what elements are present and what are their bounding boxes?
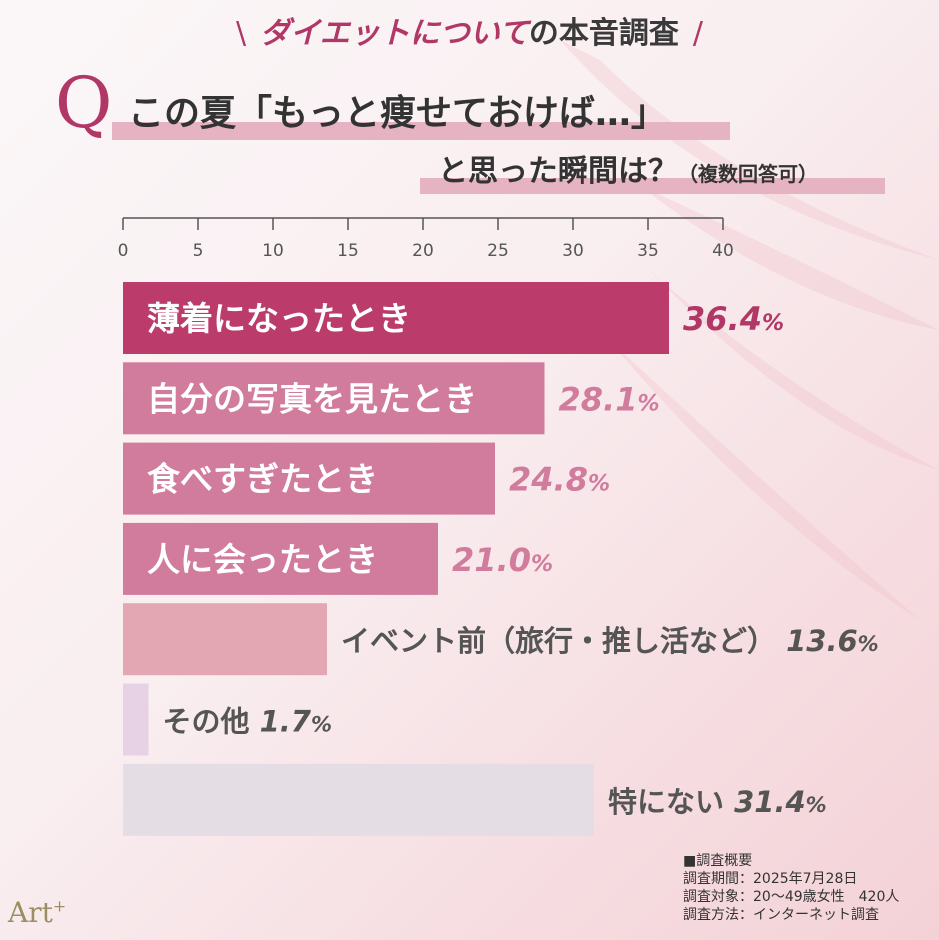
header-title-dark: の本音調査: [528, 16, 679, 51]
bar-label-0: 薄着になったとき: [147, 299, 411, 338]
x-tick-label-15: 15: [337, 241, 359, 261]
bar-value-0: 36.4%: [683, 300, 784, 338]
bar-4: [123, 603, 327, 676]
bar-label-3: 人に会ったとき: [147, 540, 378, 579]
survey-heading: ■調査概要: [683, 853, 753, 869]
question-mark: Q: [55, 62, 113, 144]
bar-label-2: 食べすぎたとき: [147, 460, 378, 499]
bar-chart: 0 5 10 15 20 25 30 35 40 薄着になったとき 36.4% 自分の写真を見たとき 2…: [118, 217, 879, 836]
bar-label-5: その他 1.7%: [163, 705, 333, 739]
bar-value-4: 13.6: [786, 624, 858, 658]
header-slash-left: \: [235, 16, 247, 51]
question-prefix: この夏: [128, 93, 237, 134]
x-tick-label-35: 35: [637, 241, 659, 261]
bar-value-5: 1.7: [260, 705, 312, 739]
question-note: （複数回答可）: [678, 162, 818, 186]
survey-method: 調査方法：インターネット調査: [683, 907, 879, 923]
x-tick-label-30: 30: [562, 241, 584, 261]
bar-value-6: 31.4: [734, 785, 806, 819]
survey-target: 調査対象：20〜49歳女性 420人: [683, 889, 900, 905]
bar-3: [123, 522, 438, 595]
bar-1: [123, 362, 545, 435]
bar-value-3: 21.0%: [452, 541, 553, 579]
brand-name: Art: [8, 896, 53, 929]
question-line-1: この夏「もっと痩せておけば…」: [128, 84, 667, 136]
survey-header: \ ダイエットについての本音調査 /: [0, 8, 939, 52]
question-line-2: と思った瞬間は？（複数回答可）: [438, 146, 818, 190]
x-tick-label-40: 40: [712, 241, 734, 261]
x-tick-label-20: 20: [412, 241, 434, 261]
brand-logo: Art+: [8, 896, 66, 929]
bar-5: [123, 683, 149, 756]
bar-value-2: 24.8%: [509, 461, 610, 499]
x-tick-label-10: 10: [262, 241, 284, 261]
question-quote: 「もっと痩せておけば…」: [236, 93, 667, 134]
bar-label-6: 特にない 31.4%: [608, 785, 827, 819]
bar-label-4: イベント前（旅行・推し活など） 13.6%: [341, 624, 879, 658]
x-tick-label-0: 0: [118, 241, 129, 261]
bar-value-1: 28.1%: [559, 380, 660, 418]
survey-period: 調査期間：2025年7月28日: [683, 871, 858, 887]
survey-summary: ■調査概要 調査期間：2025年7月28日 調査対象：20〜49歳女性 420人…: [683, 852, 899, 924]
question-main: と思った瞬間は？: [438, 154, 678, 189]
bar-label-1: 自分の写真を見たとき: [147, 379, 477, 418]
bar-6: [123, 763, 594, 836]
question-highlight-1: [112, 122, 730, 140]
header-slash-right: /: [692, 16, 704, 51]
question-highlight-2: [420, 178, 885, 194]
brand-sup: +: [52, 896, 67, 916]
x-tick-label-25: 25: [487, 241, 509, 261]
bar-0: [123, 282, 669, 354]
x-tick-label-5: 5: [193, 241, 204, 261]
bar-2: [123, 442, 495, 515]
header-title-pink: ダイエットについて: [260, 16, 529, 51]
